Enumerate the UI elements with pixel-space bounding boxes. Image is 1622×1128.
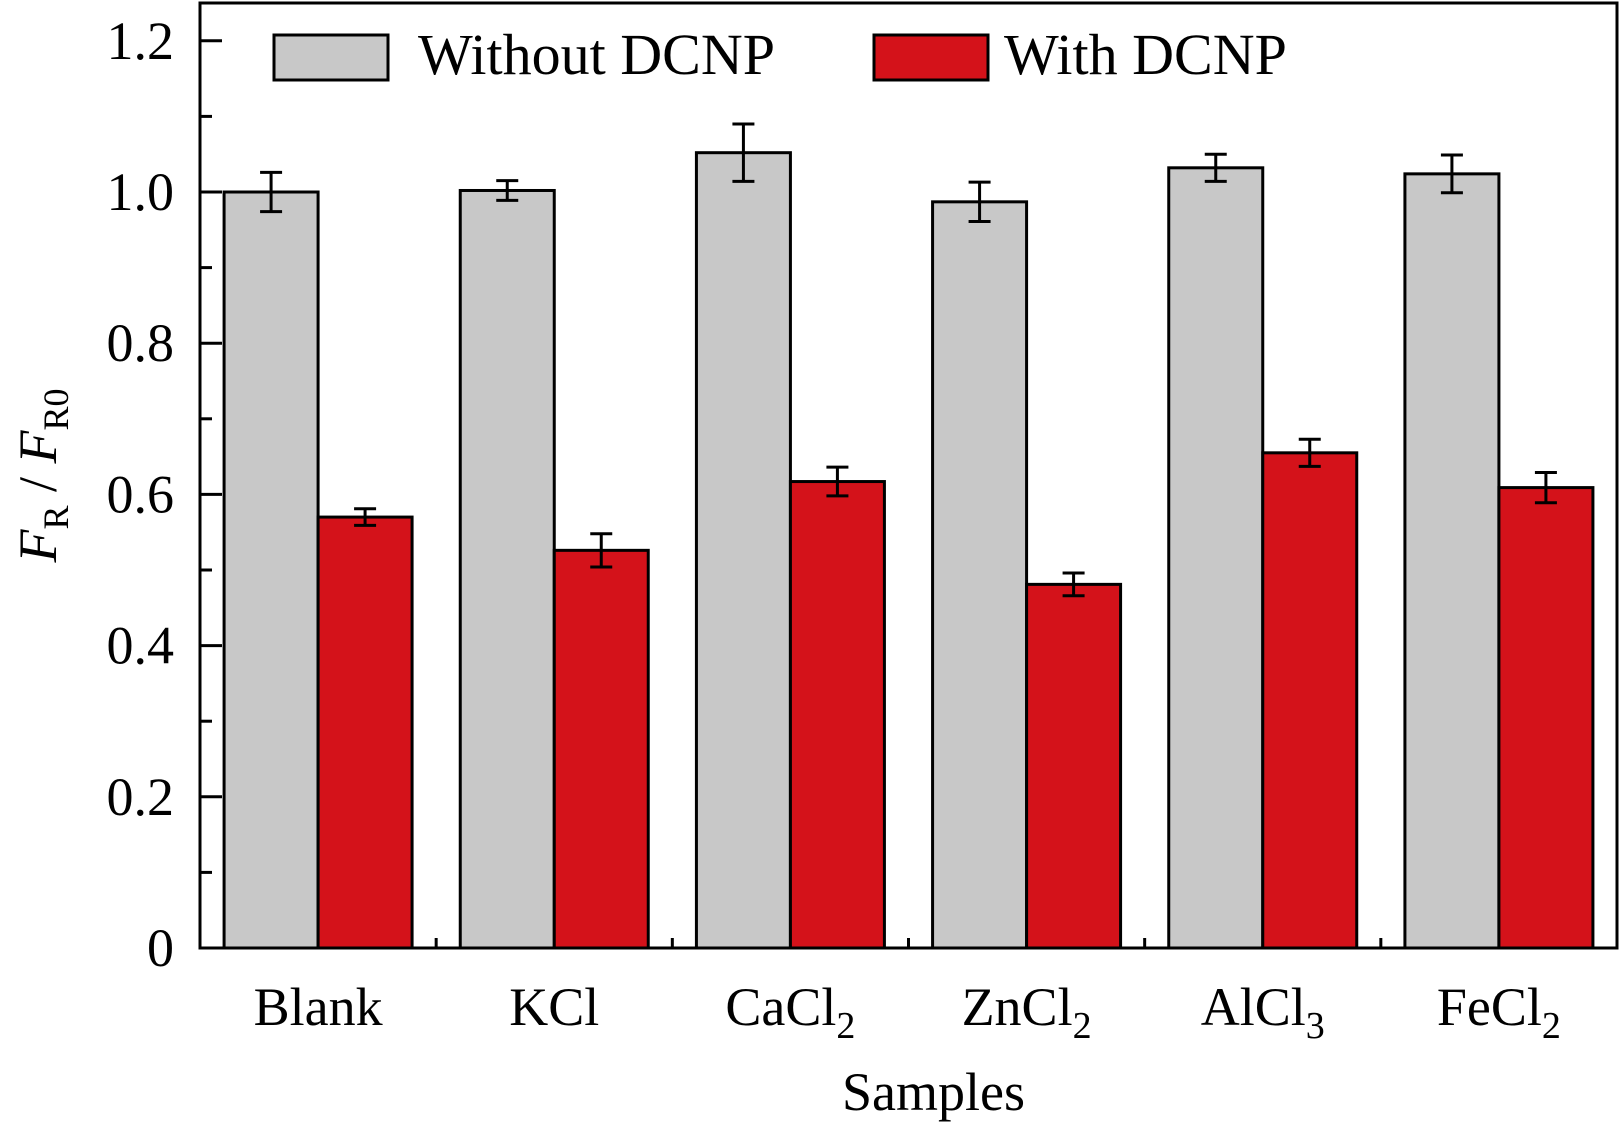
legend-label: Without DCNP (418, 22, 775, 87)
y-tick-label: 0.8 (107, 313, 175, 373)
legend-swatch (272, 33, 390, 82)
y-tick-label: 0 (147, 918, 174, 978)
error-bar (260, 170, 283, 214)
error-bar (1440, 153, 1463, 195)
error-bar (826, 465, 849, 498)
bar-with-dcnp-alcl (1261, 451, 1359, 950)
ticks-layer: 0 0.2 0.4 0.6 0.8 1.0 1.2 Blank KCl CaCl2 ZnCl2 AlC… (107, 11, 1561, 1047)
error-bar (1534, 470, 1557, 505)
legend-label: With DCNP (1004, 22, 1287, 87)
bar-with-dcnp-blank (316, 515, 414, 950)
legend-swatch (872, 33, 990, 82)
y-tick-label: 1.2 (107, 11, 175, 71)
bar-with-dcnp-cacl (788, 480, 886, 950)
error-bar (1298, 437, 1321, 468)
bar-without-dcnp-fecl (1403, 172, 1501, 950)
y-tick-label: 0.4 (107, 616, 175, 676)
y-axis-title: FR / FR0 (8, 388, 76, 563)
legend-item-without-dcnp: Without DCNP (272, 22, 775, 87)
y-tick-label: 0.6 (107, 464, 175, 524)
x-tick-label-cacl: CaCl2 (725, 977, 855, 1047)
legend: Without DCNP With DCNP (272, 22, 1287, 87)
bar-without-dcnp-zncl (931, 200, 1029, 950)
x-tick-label-blank: Blank (254, 977, 383, 1037)
bar-without-dcnp-kcl (458, 188, 556, 950)
x-tick-label-alcl: AlCl3 (1201, 977, 1325, 1047)
bar-with-dcnp-fecl (1497, 486, 1595, 950)
bar-with-dcnp-zncl (1025, 582, 1123, 950)
error-bar (496, 179, 519, 202)
error-bars-layer (260, 122, 1557, 598)
error-bar (968, 180, 991, 223)
bar-without-dcnp-blank (222, 190, 320, 950)
bars-layer (222, 151, 1595, 950)
y-tick-label: 1.0 (107, 162, 175, 222)
bar-without-dcnp-alcl (1167, 166, 1265, 950)
bar-without-dcnp-cacl (694, 151, 792, 950)
x-tick-label-fecl: FeCl2 (1437, 977, 1561, 1047)
x-tick-label-zncl: ZnCl2 (962, 977, 1092, 1047)
y-tick-label: 0.2 (107, 767, 175, 827)
error-bar (590, 532, 613, 569)
legend-item-with-dcnp: With DCNP (872, 22, 1287, 87)
error-bar (354, 507, 377, 527)
error-bar (732, 122, 755, 183)
x-tick-label-kcl: KCl (509, 977, 599, 1037)
error-bar (1062, 571, 1085, 598)
x-axis-title: Samples (842, 1062, 1025, 1122)
error-bar (1204, 152, 1227, 183)
bar-with-dcnp-kcl (552, 548, 650, 950)
